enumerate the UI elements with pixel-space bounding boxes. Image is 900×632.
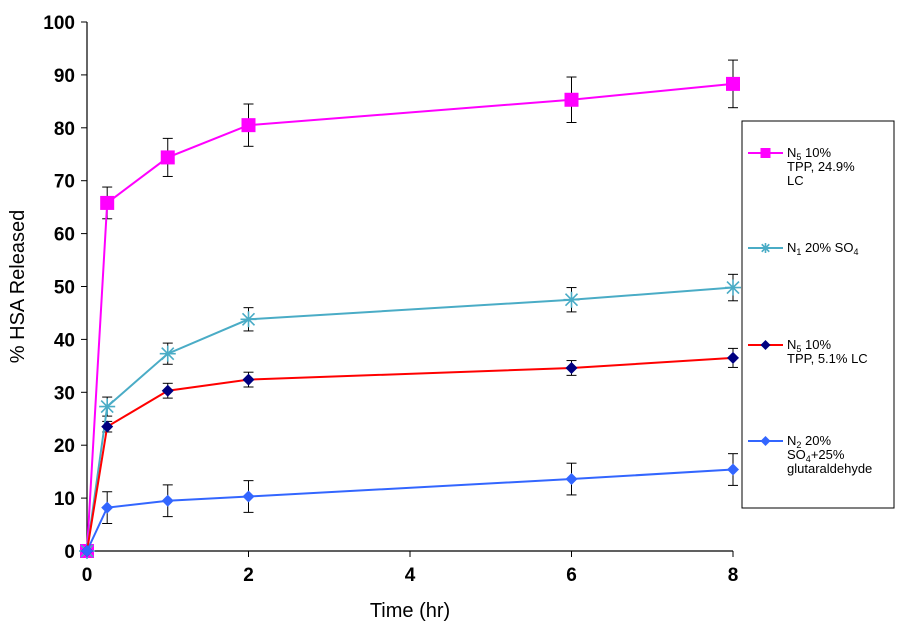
x-tick-label: 4 [405,565,416,586]
legend-swatch-marker [760,340,771,350]
data-point [565,361,578,374]
data-point [159,345,176,362]
series-line [86,286,734,552]
data-point [101,501,114,514]
y-tick-label: 90 [54,66,75,87]
data-point [99,398,116,415]
x-tick-label: 6 [566,565,577,586]
data-point [242,373,255,386]
data-point [726,76,740,91]
y-tick-label: 100 [43,13,75,34]
chart-series [79,76,741,559]
error-bars [102,59,738,524]
data-point [161,384,174,397]
series-line [86,82,734,552]
legend-label: N5 10% [787,145,831,162]
x-tick-label: 0 [82,565,93,586]
data-point [100,195,115,210]
y-tick-label: 40 [54,330,75,351]
data-point [101,420,114,433]
legend-swatch-marker [760,148,771,158]
data-point [565,473,578,486]
legend-label: SO4+25% [787,447,845,464]
legend-swatch-marker [760,436,771,446]
data-point [563,291,580,308]
legend-label: N2 20% [787,433,831,450]
series-4 [81,463,739,557]
y-tick-label: 50 [54,278,75,299]
data-point [725,279,741,296]
data-point [160,150,175,165]
x-tick-label: 8 [728,565,739,586]
data-point [81,545,93,557]
data-point [727,463,739,476]
y-tick-label: 10 [54,489,75,510]
legend-swatch-marker [760,243,771,253]
y-tick-label: 20 [54,436,75,457]
data-point [240,311,257,328]
series-3 [81,351,739,557]
x-tick-label: 2 [243,565,254,586]
series-2 [79,279,741,559]
legend-label: LC [787,173,804,188]
data-point [161,494,174,507]
y-tick-label: 70 [54,172,75,193]
chart-axes: 0 10 20 30 40 50 60 70 80 90 100 0 2 4 6 8 [43,13,738,586]
series-line [86,356,734,552]
data-point [727,351,739,364]
data-point [242,490,255,503]
series-line [86,468,734,552]
legend-label: TPP, 24.9% [787,159,855,174]
legend-item: N5 10%TPP, 5.1% LC [748,337,868,366]
y-axis-label: % HSA Released [7,210,29,363]
legend-label: TPP, 5.1% LC [787,351,868,366]
y-tick-label: 80 [54,119,75,140]
legend-label: N1 20% SO4 [787,240,858,257]
y-tick-label: 60 [54,225,75,246]
x-axis-label: Time (hr) [370,600,450,622]
legend-label: glutaraldehyde [787,461,872,476]
legend-item: N2 20%SO4+25%glutaraldehyde [748,433,872,476]
series-1 [80,76,740,558]
data-point [241,118,256,133]
legend-label: N5 10% [787,337,831,354]
legend-item: N5 10%TPP, 24.9%LC [748,145,855,188]
y-tick-label: 30 [54,383,75,404]
y-tick-label: 0 [64,542,75,563]
legend-item: N1 20% SO4 [748,240,858,257]
data-point [564,92,579,107]
